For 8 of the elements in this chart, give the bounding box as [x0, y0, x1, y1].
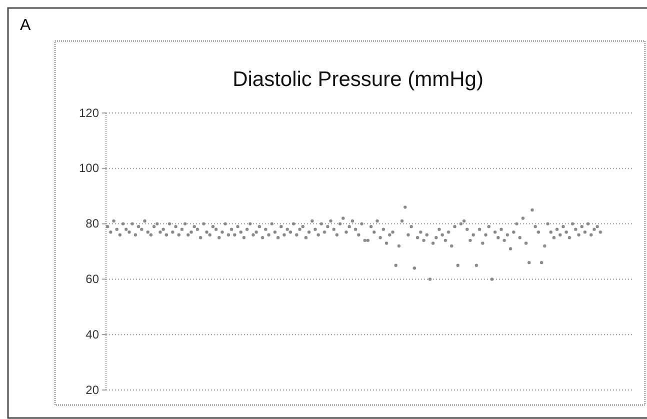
text: A — [20, 17, 31, 34]
y-tick-label: 100 — [78, 161, 100, 176]
chart-title: Diastolic Pressure (mmHg) — [232, 68, 484, 91]
y-tick-label: 60 — [86, 272, 100, 286]
y-tick-label: 20 — [86, 382, 100, 397]
y-tick-label: 40 — [86, 327, 100, 342]
y-tick-label: 80 — [86, 216, 100, 231]
y-tick-label: 120 — [78, 106, 100, 120]
